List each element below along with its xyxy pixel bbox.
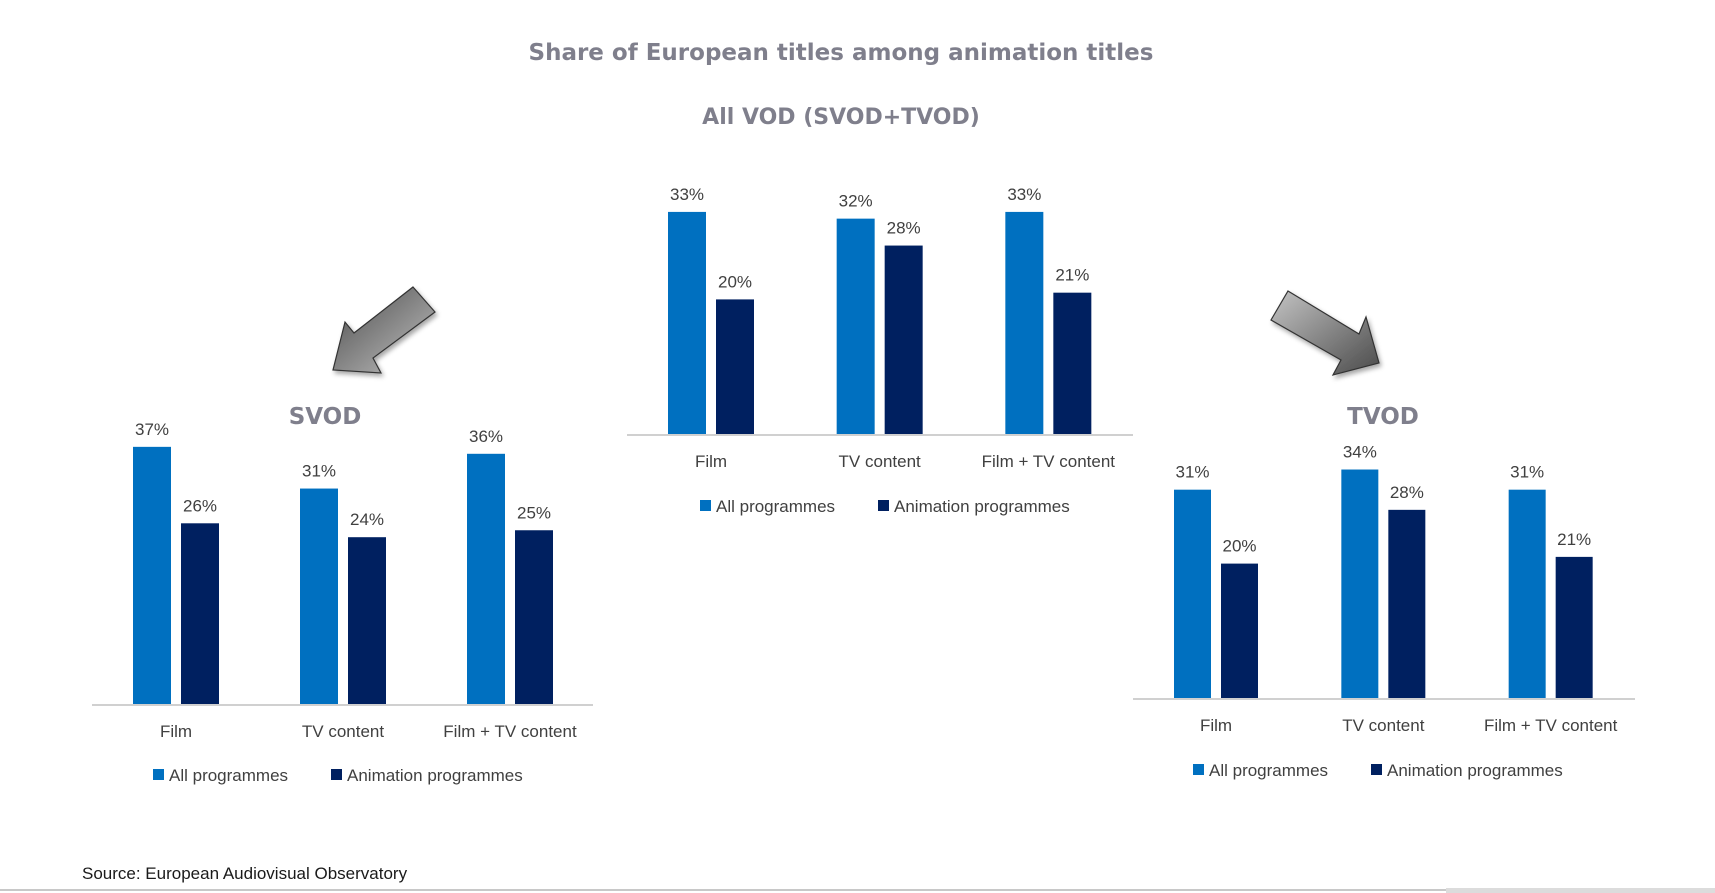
svod-bar-all-1 bbox=[300, 488, 338, 704]
svod-data-label-animation-2: 25% bbox=[517, 503, 551, 522]
svod-data-label-all-2: 36% bbox=[469, 427, 503, 446]
chart-tvod: TVOD 31% 20% Film 34% 28% TV content 31% 21% Film… bbox=[1133, 404, 1635, 780]
chart-svod: SVOD 37% 26% Film 31% 24% TV content 36% 25% Film… bbox=[92, 404, 593, 785]
all-vod-category-label-2: Film + TV content bbox=[982, 452, 1116, 471]
all-vod-category-label-1: TV content bbox=[839, 452, 921, 471]
svod-bar-animation-2 bbox=[515, 530, 553, 704]
tvod-data-label-animation-0: 20% bbox=[1222, 537, 1256, 556]
all-vod-bar-all-2 bbox=[1005, 211, 1044, 434]
tvod-legend-swatch-animation bbox=[1371, 764, 1382, 775]
svod-data-label-all-1: 31% bbox=[302, 462, 336, 481]
svod-data-label-animation-0: 26% bbox=[183, 496, 217, 515]
tvod-category-label-0: Film bbox=[1200, 716, 1232, 735]
svod-bar-animation-1 bbox=[348, 537, 386, 704]
all-vod-data-label-animation-1: 28% bbox=[887, 219, 921, 238]
tvod-bar-animation-2 bbox=[1555, 556, 1593, 698]
all-vod-category-label-0: Film bbox=[695, 452, 727, 471]
svod-bar-all-0 bbox=[133, 446, 171, 704]
tvod-data-label-all-0: 31% bbox=[1175, 463, 1209, 482]
svod-arrow-icon bbox=[332, 286, 436, 374]
bottom-scrollbar-strip bbox=[1446, 888, 1715, 893]
svod-bar-all-2 bbox=[467, 453, 505, 704]
all-vod-bar-animation-2 bbox=[1053, 292, 1092, 434]
all-vod-legend-swatch-all bbox=[700, 500, 711, 511]
svod-chart-title: SVOD bbox=[289, 404, 362, 430]
tvod-bar-all-0 bbox=[1174, 489, 1211, 698]
all-vod-data-label-animation-0: 20% bbox=[718, 272, 752, 291]
tvod-arrow-icon bbox=[1270, 290, 1380, 376]
all-vod-legend-label-all: All programmes bbox=[716, 497, 835, 516]
tvod-category-label-1: TV content bbox=[1342, 716, 1424, 735]
all-vod-legend-swatch-animation bbox=[878, 500, 889, 511]
bottom-divider bbox=[0, 889, 1446, 891]
main-title: Share of European titles among animation… bbox=[529, 40, 1154, 66]
svod-category-label-1: TV content bbox=[302, 722, 384, 741]
all-vod-chart-title: All VOD (SVOD+TVOD) bbox=[702, 105, 980, 130]
svod-legend-swatch-all bbox=[153, 769, 164, 780]
all-vod-bar-animation-1 bbox=[884, 245, 923, 434]
all-vod-data-label-all-1: 32% bbox=[839, 192, 873, 211]
tvod-bar-all-2 bbox=[1508, 489, 1546, 698]
source-note: Source: European Audiovisual Observatory bbox=[82, 864, 408, 883]
tvod-bar-animation-1 bbox=[1388, 509, 1426, 698]
all-vod-bar-animation-0 bbox=[716, 299, 754, 434]
svod-category-label-0: Film bbox=[160, 722, 192, 741]
tvod-data-label-all-1: 34% bbox=[1343, 443, 1377, 462]
svod-data-label-all-0: 37% bbox=[135, 420, 169, 439]
tvod-legend-label-all: All programmes bbox=[1209, 761, 1328, 780]
tvod-category-label-2: Film + TV content bbox=[1484, 716, 1618, 735]
svod-legend-label-animation: Animation programmes bbox=[347, 766, 523, 785]
tvod-data-label-all-2: 31% bbox=[1510, 463, 1544, 482]
tvod-legend-label-animation: Animation programmes bbox=[1387, 761, 1563, 780]
tvod-bar-animation-0 bbox=[1221, 563, 1258, 698]
all-vod-data-label-animation-2: 21% bbox=[1055, 266, 1089, 285]
tvod-data-label-animation-1: 28% bbox=[1390, 483, 1424, 502]
svod-legend-swatch-animation bbox=[331, 769, 342, 780]
all-vod-data-label-all-0: 33% bbox=[670, 185, 704, 204]
all-vod-legend-label-animation: Animation programmes bbox=[894, 497, 1070, 516]
tvod-chart-title: TVOD bbox=[1347, 404, 1419, 430]
svod-bar-animation-0 bbox=[181, 523, 219, 704]
all-vod-bar-all-1 bbox=[836, 218, 875, 434]
all-vod-data-label-all-2: 33% bbox=[1007, 185, 1041, 204]
all-vod-bar-all-0 bbox=[668, 211, 706, 434]
svod-data-label-animation-1: 24% bbox=[350, 510, 384, 529]
tvod-data-label-animation-2: 21% bbox=[1557, 530, 1591, 549]
tvod-legend-swatch-all bbox=[1193, 764, 1204, 775]
svod-category-label-2: Film + TV content bbox=[443, 722, 577, 741]
chart-all-vod: All VOD (SVOD+TVOD) 33% 20% Film 32% 28% TV co… bbox=[627, 105, 1133, 516]
svod-legend-label-all: All programmes bbox=[169, 766, 288, 785]
tvod-bar-all-1 bbox=[1341, 469, 1379, 698]
